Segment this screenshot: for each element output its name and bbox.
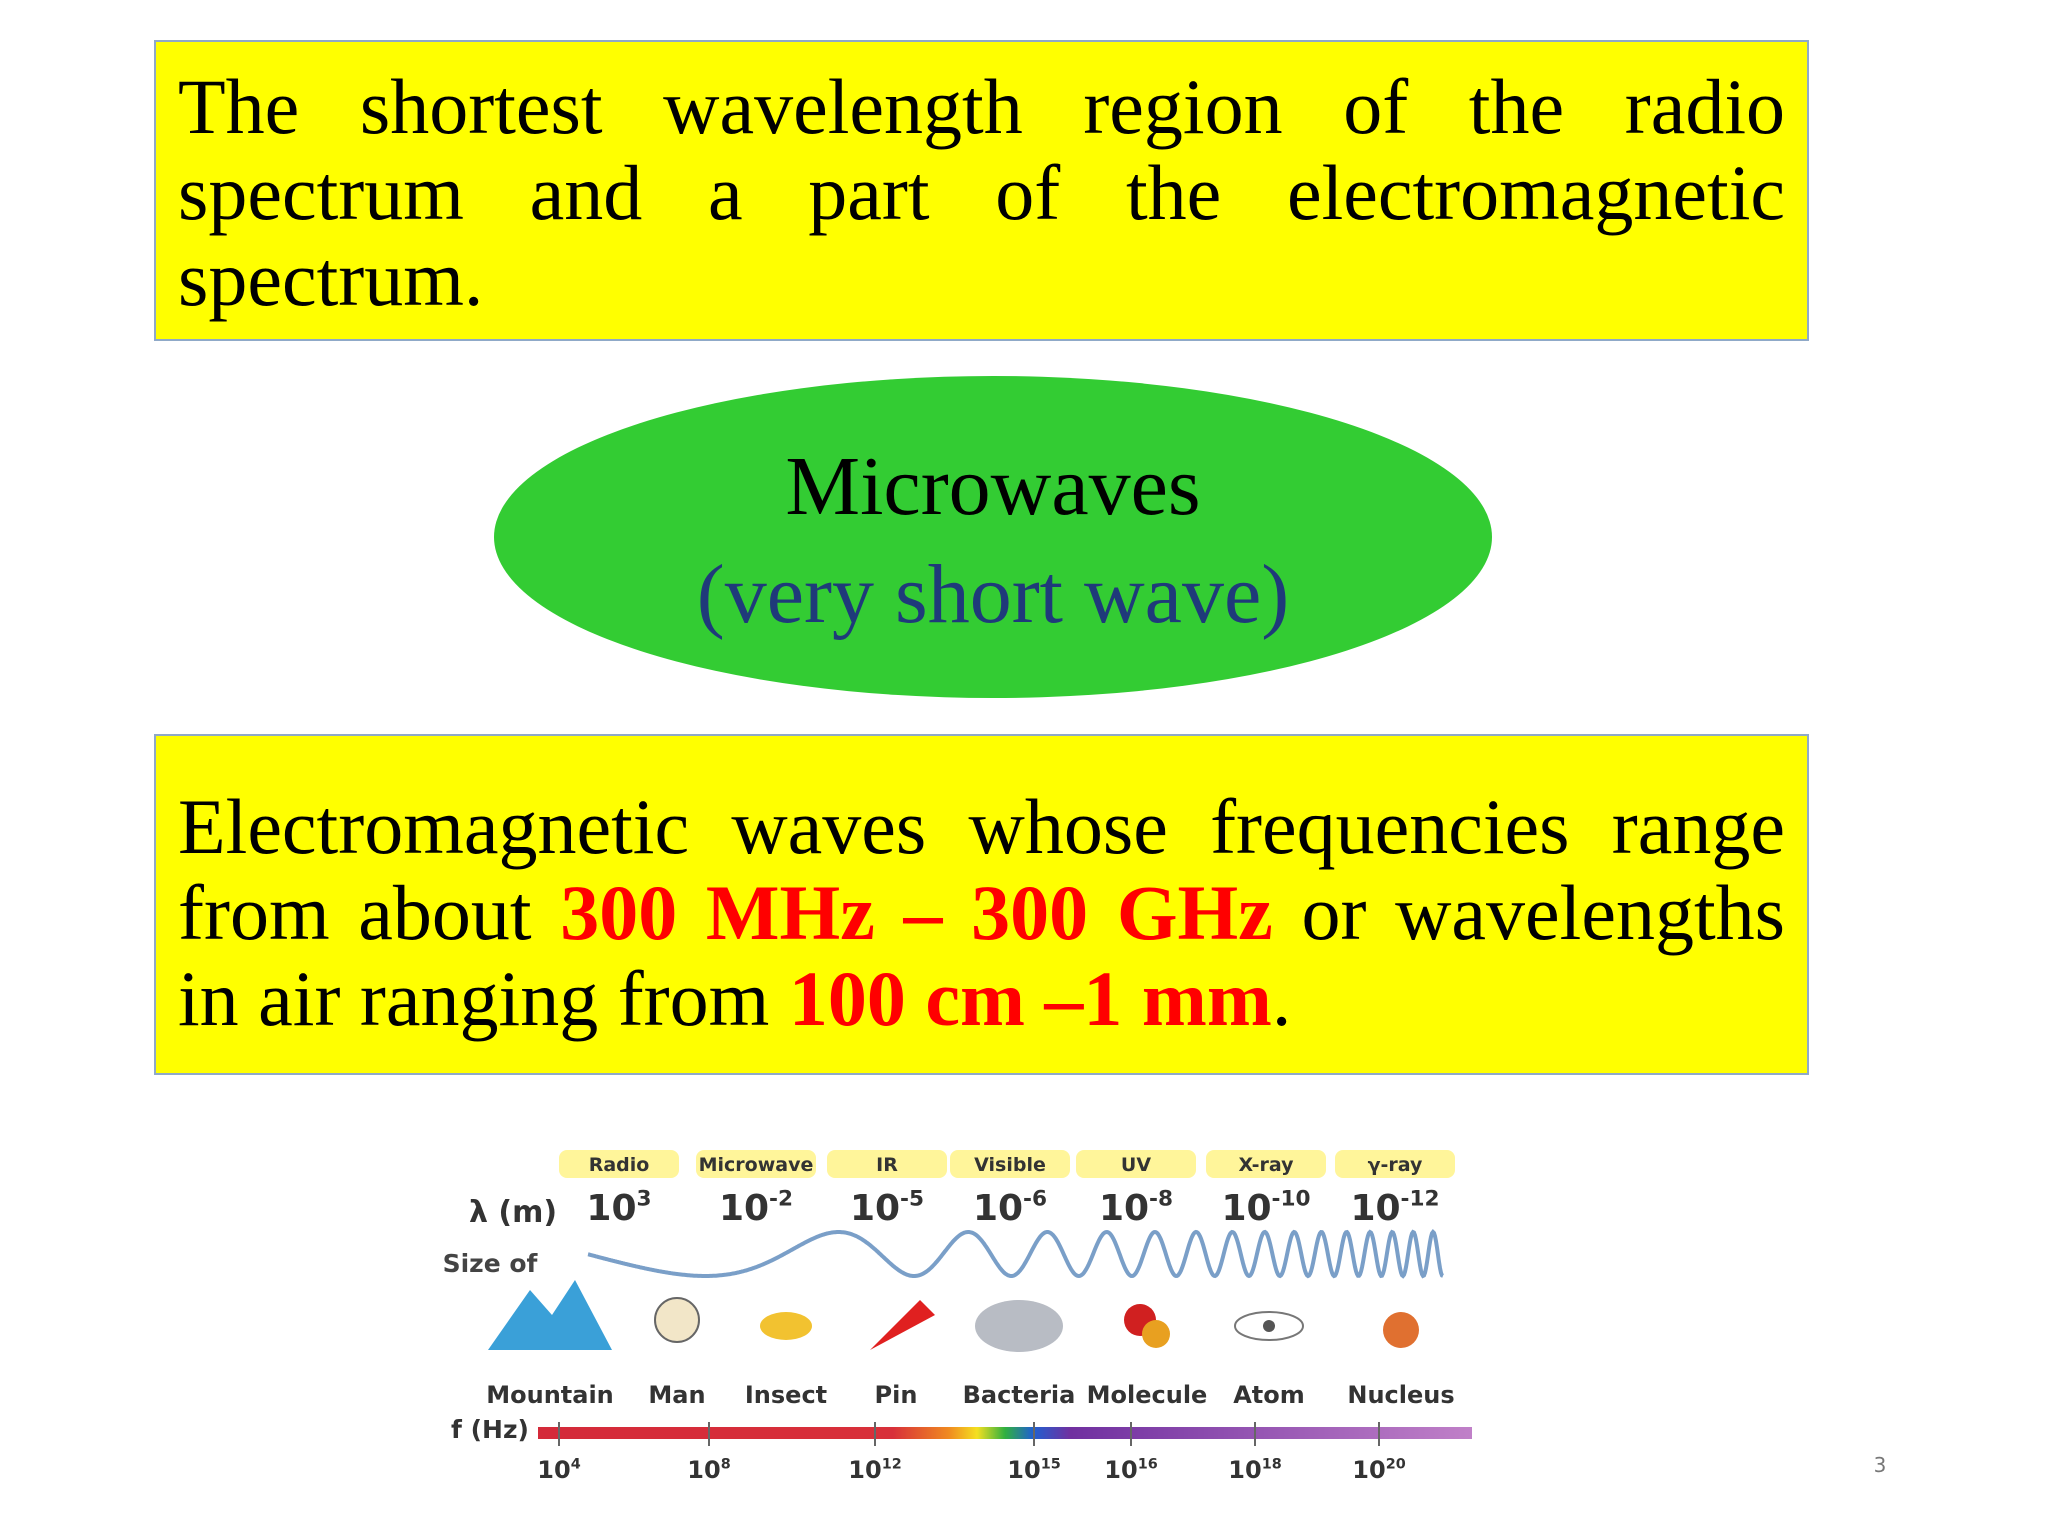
band-label: UV (1121, 1154, 1151, 1176)
size-label: Atom (1233, 1381, 1305, 1409)
bacteria-icon (975, 1300, 1063, 1352)
frequency-label-exponent: 16 (1138, 1456, 1158, 1472)
range-text: Electromagnetic waves whose frequencies … (178, 783, 1785, 956)
band-pill (950, 1150, 1070, 1178)
wavelength-label: 103 (586, 1187, 651, 1229)
wavelength-label: 10-8 (1099, 1187, 1173, 1229)
wavelength-label-base: 10 (1350, 1188, 1400, 1229)
band-label: Visible (974, 1154, 1046, 1176)
frequency-label-exponent: 12 (882, 1456, 902, 1472)
mountain-icon (488, 1280, 612, 1350)
wavelength-label-base: 10 (1099, 1188, 1149, 1229)
band-label: Microwave (699, 1154, 814, 1176)
size-axis-label: Size of (443, 1249, 539, 1278)
wavelength-label-exponent: -12 (1401, 1187, 1440, 1212)
icons (488, 1280, 1419, 1352)
frequency-label: 1020 (1352, 1456, 1405, 1484)
wavelength-label-exponent: 3 (637, 1187, 652, 1212)
frequency-label: 1012 (848, 1456, 901, 1484)
wavelength-label-base: 10 (586, 1188, 636, 1229)
frequency-label: 1018 (1228, 1456, 1281, 1484)
wavelength-label-exponent: -5 (900, 1187, 924, 1212)
band-label: Radio (589, 1154, 650, 1176)
wavelength-label-base: 10 (719, 1188, 769, 1229)
range-text: or wavelengths in air ranging from (178, 869, 1785, 1042)
frequency-label: 104 (537, 1456, 580, 1484)
wavelength-range: 100 cm –1 mm (788, 955, 1272, 1042)
range-box: Electromagnetic waves whose frequencies … (154, 734, 1809, 1075)
atom-icon (1234, 1311, 1304, 1341)
frequency-label-exponent: 15 (1041, 1456, 1061, 1472)
pin-icon (870, 1300, 935, 1350)
band-pill (1206, 1150, 1326, 1178)
band-label: IR (876, 1154, 898, 1176)
wavelength-axis-label: λ (m) (469, 1195, 557, 1230)
frequency-label-exponent: 8 (721, 1456, 731, 1472)
band-pill (559, 1150, 679, 1178)
wavelength-label: 10-5 (850, 1187, 924, 1229)
man-icon (654, 1297, 700, 1343)
size-label: Mountain (486, 1381, 614, 1409)
frequency-label-base: 10 (1352, 1456, 1385, 1484)
band-pill (827, 1150, 947, 1178)
size-label: Pin (875, 1381, 918, 1409)
size-label: Nucleus (1347, 1381, 1454, 1409)
frequency-axis-label: f (Hz) (451, 1415, 529, 1444)
band-label: γ-ray (1368, 1154, 1423, 1176)
wave (587, 1228, 1444, 1279)
insect-icon (760, 1312, 812, 1340)
frequency-range: 300 MHz – 300 GHz (560, 869, 1273, 956)
slide-number: 3 (1874, 1453, 1887, 1477)
wavelength-label-base: 10 (973, 1188, 1023, 1229)
size-label: Insect (745, 1381, 827, 1409)
frequency-label-base: 10 (537, 1456, 570, 1484)
ellipse-title: Microwaves (785, 440, 1200, 533)
frequency-label-exponent: 20 (1386, 1456, 1406, 1472)
frequency-label: 108 (687, 1456, 730, 1484)
size-label: Bacteria (963, 1381, 1076, 1409)
range-text: . (1271, 955, 1292, 1042)
definition-text: The shortest wavelength region of the ra… (178, 63, 1785, 322)
atom-icon (1263, 1320, 1275, 1332)
wavelength-label: 10-12 (1350, 1187, 1439, 1229)
wavelength-label-exponent: -2 (769, 1187, 793, 1212)
frequency-label-base: 10 (1228, 1456, 1261, 1484)
frequency-label: 1016 (1104, 1456, 1157, 1484)
frequency-label-base: 10 (1007, 1456, 1040, 1484)
frequency-label-base: 10 (687, 1456, 720, 1484)
wavelength-label-base: 10 (850, 1188, 900, 1229)
band-label: X-ray (1239, 1154, 1295, 1176)
title-ellipse (494, 376, 1492, 698)
ellipse-subtitle: (very short wave) (697, 548, 1289, 641)
wavelength-label: 10-10 (1221, 1187, 1310, 1229)
wavelength-label: 10-2 (719, 1187, 793, 1229)
size-label: Molecule (1087, 1381, 1208, 1409)
frequency-label: 1015 (1007, 1456, 1060, 1484)
wavelength-label: 10-6 (973, 1187, 1047, 1229)
nucleus-icon (1383, 1312, 1419, 1348)
frequency-label-base: 10 (1104, 1456, 1137, 1484)
frequency-label-exponent: 4 (571, 1456, 581, 1472)
band-pill (696, 1150, 816, 1178)
frequency-label-exponent: 18 (1262, 1456, 1282, 1472)
frequency-bar (538, 1427, 1472, 1439)
frequency-label-base: 10 (848, 1456, 881, 1484)
band-pill (1076, 1150, 1196, 1178)
band-pill (1335, 1150, 1455, 1178)
wavelength-label-base: 10 (1221, 1188, 1271, 1229)
definition-box: The shortest wavelength region of the ra… (154, 40, 1809, 341)
size-label: Man (648, 1381, 705, 1409)
wavelength-label-exponent: -6 (1023, 1187, 1047, 1212)
wavelength-label-exponent: -8 (1149, 1187, 1173, 1212)
wavelength-label-exponent: -10 (1272, 1187, 1311, 1212)
molecule-icon (1142, 1320, 1170, 1348)
